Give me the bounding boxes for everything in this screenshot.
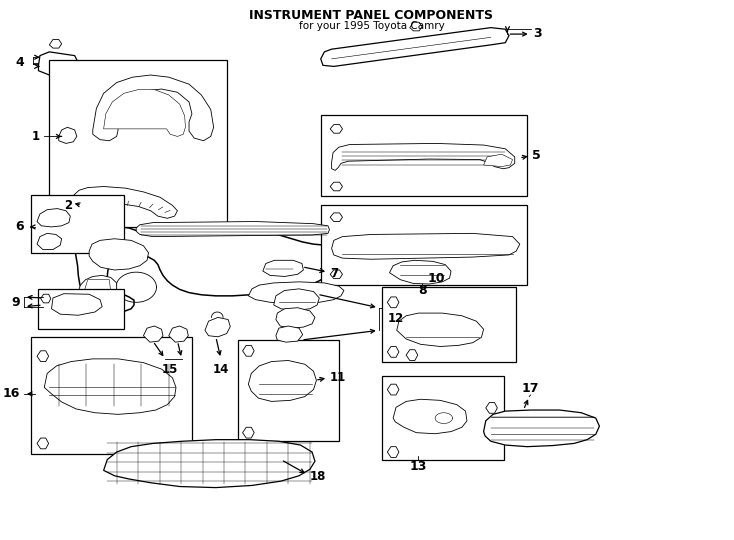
Polygon shape (330, 125, 343, 133)
Polygon shape (143, 326, 163, 342)
Polygon shape (38, 52, 79, 75)
Polygon shape (71, 186, 178, 221)
Text: 18: 18 (310, 470, 327, 483)
Polygon shape (393, 399, 467, 434)
Bar (32, 194, 124, 253)
Polygon shape (49, 39, 62, 48)
Text: 5: 5 (532, 150, 541, 163)
Polygon shape (406, 350, 418, 361)
Polygon shape (410, 22, 422, 31)
Polygon shape (40, 294, 51, 303)
Polygon shape (486, 402, 498, 413)
Text: 12: 12 (388, 312, 404, 325)
Bar (321, 205, 527, 285)
Text: 7: 7 (330, 267, 338, 280)
Text: 17: 17 (522, 382, 539, 395)
Polygon shape (263, 260, 303, 276)
Polygon shape (51, 294, 102, 315)
Bar (382, 376, 504, 460)
Text: 1: 1 (32, 130, 40, 143)
Text: 2: 2 (65, 199, 73, 212)
Polygon shape (274, 289, 319, 310)
Text: 16: 16 (3, 387, 21, 400)
Text: INSTRUMENT PANEL COMPONENTS: INSTRUMENT PANEL COMPONENTS (250, 9, 493, 22)
Text: 13: 13 (410, 460, 427, 472)
Polygon shape (37, 351, 48, 362)
Polygon shape (397, 313, 484, 347)
Text: for your 1995 Toyota Camry: for your 1995 Toyota Camry (299, 21, 444, 31)
Polygon shape (388, 347, 399, 357)
Polygon shape (84, 280, 111, 294)
Text: 8: 8 (418, 284, 426, 297)
Bar (32, 337, 192, 454)
Polygon shape (243, 427, 254, 438)
Polygon shape (321, 28, 509, 66)
Polygon shape (276, 326, 302, 342)
Text: 11: 11 (330, 371, 346, 384)
Text: 9: 9 (11, 296, 20, 309)
Polygon shape (390, 260, 451, 284)
Bar (382, 287, 516, 362)
Text: 3: 3 (533, 26, 542, 39)
Polygon shape (205, 318, 230, 337)
Polygon shape (37, 438, 48, 449)
Polygon shape (330, 270, 343, 279)
Polygon shape (248, 282, 344, 303)
Polygon shape (388, 297, 399, 308)
Text: 10: 10 (428, 272, 446, 285)
Polygon shape (59, 127, 77, 144)
Text: 6: 6 (15, 220, 24, 233)
Polygon shape (137, 221, 330, 237)
Polygon shape (330, 182, 343, 191)
Polygon shape (330, 213, 343, 221)
Text: 4: 4 (15, 56, 24, 69)
Polygon shape (169, 326, 189, 342)
Bar (238, 340, 339, 441)
Polygon shape (75, 226, 471, 312)
Polygon shape (388, 447, 399, 457)
Polygon shape (248, 361, 316, 401)
Polygon shape (79, 275, 117, 298)
Polygon shape (484, 154, 512, 166)
Bar (38, 289, 124, 329)
Polygon shape (388, 384, 399, 395)
Polygon shape (332, 233, 520, 259)
Polygon shape (276, 308, 315, 328)
Polygon shape (37, 208, 70, 227)
Polygon shape (484, 410, 600, 447)
Polygon shape (89, 239, 148, 270)
Polygon shape (332, 144, 515, 170)
Polygon shape (103, 90, 186, 137)
Polygon shape (44, 359, 176, 414)
Text: 14: 14 (213, 363, 229, 376)
Polygon shape (243, 346, 254, 356)
Text: 15: 15 (162, 363, 178, 376)
Bar (49, 60, 227, 227)
Polygon shape (37, 233, 62, 249)
Polygon shape (92, 75, 214, 141)
Polygon shape (103, 440, 315, 488)
Bar (321, 115, 527, 195)
